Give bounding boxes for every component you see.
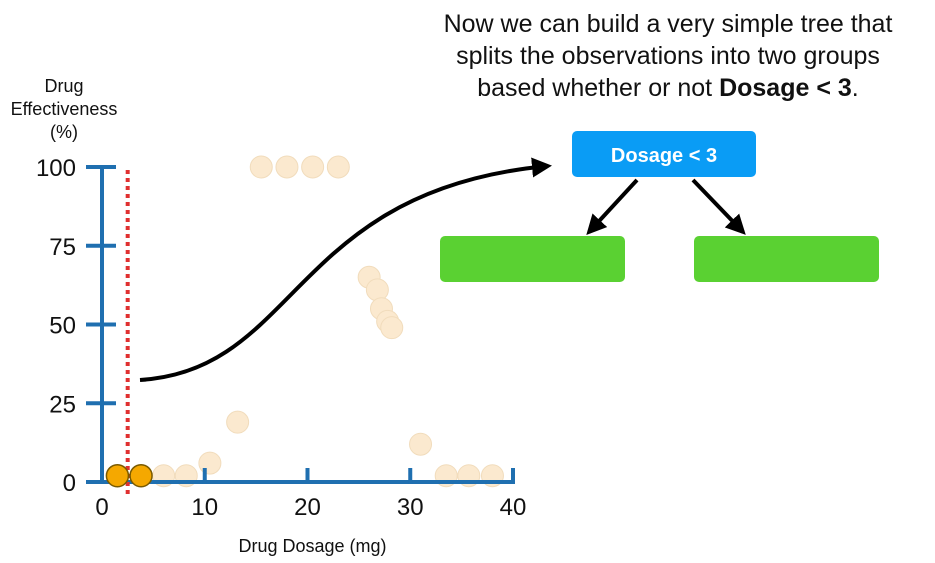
faded-point-6 bbox=[301, 155, 325, 179]
faded-point-12 bbox=[380, 316, 404, 340]
tree-root-node bbox=[572, 131, 756, 177]
x-tick-label-1: 10 bbox=[191, 494, 218, 521]
highlighted-point-0 bbox=[105, 463, 130, 488]
x-tick-label-4: 40 bbox=[500, 494, 527, 521]
highlighted-points-group bbox=[105, 463, 153, 488]
caption-line-1: Now we can build a very simple tree that bbox=[443, 10, 893, 38]
x-tick-label-2: 20 bbox=[294, 494, 321, 521]
y-axis-label-line-2: Effectiveness bbox=[10, 99, 118, 119]
curved-arrow bbox=[139, 157, 552, 382]
tree-left-leaf bbox=[440, 236, 625, 282]
faded-point-4 bbox=[249, 155, 273, 179]
caption-line-3-suffix: . bbox=[851, 74, 859, 102]
y-tick-label-2: 50 bbox=[49, 313, 76, 340]
faded-point-3 bbox=[226, 410, 250, 434]
tree-right-leaf bbox=[694, 236, 879, 282]
y-axis-label-line-3: (%) bbox=[50, 122, 78, 142]
y-tick-label-4: 100 bbox=[36, 155, 76, 182]
x-tick-label-3: 30 bbox=[397, 494, 424, 521]
y-axis-label: Drug Effectiveness (%) bbox=[0, 75, 128, 144]
x-tick-label-0: 0 bbox=[95, 494, 108, 521]
caption: Now we can build a very simple tree that… bbox=[398, 8, 935, 104]
faded-point-7 bbox=[326, 155, 350, 179]
x-axis-label: Drug Dosage (mg) bbox=[238, 536, 386, 556]
axes-group: 0 10 20 30 40 0 25 50 75 100 bbox=[36, 155, 526, 521]
tree-root-label: Dosage < 3 bbox=[611, 145, 717, 167]
caption-line-3-prefix: based whether or not bbox=[477, 74, 720, 102]
caption-line-2: splits the observations into two groups bbox=[456, 42, 880, 70]
caption-condition: Dosage < 3 bbox=[719, 74, 852, 102]
y-tick-label-3: 75 bbox=[49, 234, 76, 261]
faded-point-2 bbox=[198, 451, 222, 475]
faded-point-13 bbox=[409, 432, 433, 456]
highlighted-point-1 bbox=[129, 463, 153, 488]
faded-point-5 bbox=[275, 155, 299, 179]
tree-right-branch-arrow bbox=[691, 178, 746, 235]
tree-left-branch-arrow bbox=[586, 178, 639, 235]
y-tick-label-0: 0 bbox=[63, 470, 76, 497]
faded-points-group bbox=[152, 155, 504, 488]
y-axis-label-line-1: Drug bbox=[44, 76, 84, 96]
caption-line-3: based whether or not Dosage < 3. bbox=[398, 72, 935, 104]
faded-point-9 bbox=[365, 278, 389, 302]
y-tick-label-1: 25 bbox=[49, 391, 76, 418]
